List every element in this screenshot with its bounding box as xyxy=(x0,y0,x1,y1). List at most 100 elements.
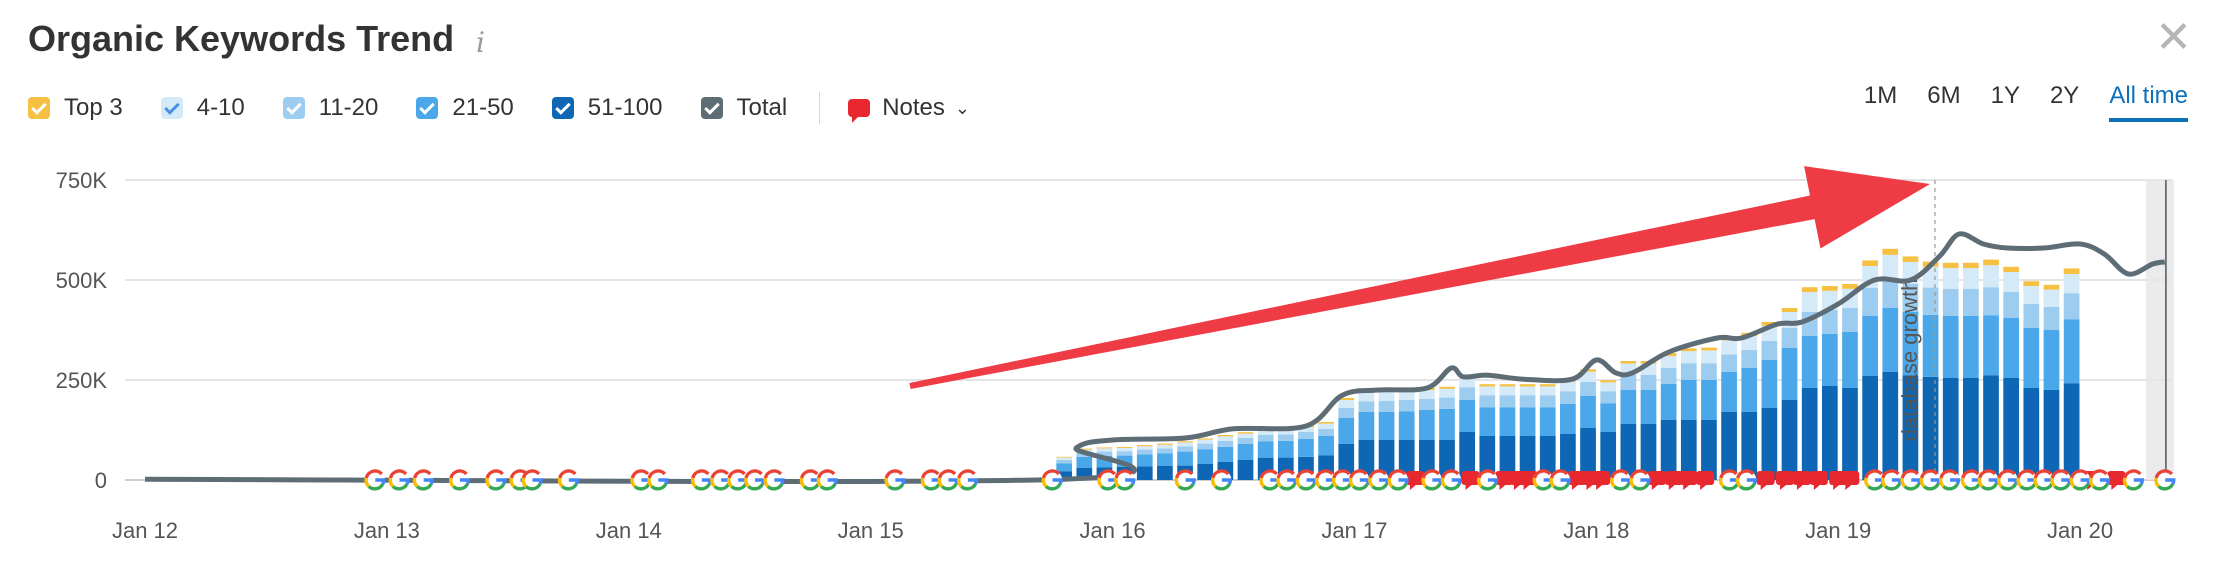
legend-item-21-50[interactable]: 21-50 xyxy=(416,94,514,122)
google-update-icon xyxy=(1939,469,1961,491)
x-tick-label: Jan 18 xyxy=(1563,518,1629,543)
g-yellow xyxy=(884,477,891,488)
g-red xyxy=(1097,469,1116,479)
g-yellow xyxy=(763,477,770,488)
g-red xyxy=(2089,469,2108,479)
bar-segment xyxy=(2043,284,2060,290)
bar-segment xyxy=(1801,292,1818,312)
g-red xyxy=(800,469,819,479)
g-red xyxy=(920,469,940,479)
bar-segment xyxy=(1459,377,1476,388)
g-red xyxy=(1421,469,1441,479)
bar-segment xyxy=(1479,436,1496,480)
g-yellow xyxy=(647,477,654,488)
g-yellow xyxy=(1549,477,1556,488)
google-update-icon xyxy=(1977,469,1999,491)
close-icon[interactable]: ✕ xyxy=(2155,13,2192,62)
g-green xyxy=(940,483,958,491)
legend-item-11-20[interactable]: 11-20 xyxy=(282,94,378,122)
bar-segment xyxy=(2003,292,2020,318)
bar-segment xyxy=(1821,286,1838,291)
bar-segment xyxy=(1116,451,1133,456)
g-yellow xyxy=(920,477,927,488)
g-bg xyxy=(449,470,470,490)
bar-segment xyxy=(1157,448,1173,454)
g-red xyxy=(1532,469,1552,479)
google-update-icon xyxy=(816,469,838,491)
g-bg xyxy=(1296,470,1317,490)
info-icon[interactable]: i xyxy=(476,26,485,59)
bar-segment xyxy=(1499,384,1516,387)
google-update-icon xyxy=(1900,469,1922,491)
bar-segment xyxy=(1882,254,1899,278)
bar-segment xyxy=(1519,407,1536,436)
legend-item-total[interactable]: Total xyxy=(700,94,787,122)
note-marker-icon xyxy=(1495,471,1514,490)
bar-segment xyxy=(1398,411,1415,440)
checkbox-icon[interactable] xyxy=(551,97,574,119)
g-yellow xyxy=(816,477,823,488)
bar-segment xyxy=(1963,268,1979,289)
period-1m[interactable]: 1M xyxy=(1863,82,1898,109)
g-green xyxy=(923,483,941,491)
g-yellow xyxy=(388,477,395,488)
g-green xyxy=(694,483,711,491)
period-selector: 1M 6M 1Y 2Y All time xyxy=(1834,82,2188,122)
bar-segment xyxy=(2043,289,2060,307)
g-yellow xyxy=(449,477,455,488)
period-all-time[interactable]: All time xyxy=(2109,82,2188,122)
g-green xyxy=(766,483,784,491)
g-bg xyxy=(1550,470,1571,490)
bar-segment xyxy=(1963,316,1979,378)
legend-label: Top 3 xyxy=(64,94,123,121)
period-6m[interactable]: 6M xyxy=(1927,82,1961,109)
period-1y[interactable]: 1Y xyxy=(1990,82,2020,109)
checkbox-icon[interactable] xyxy=(416,97,439,119)
g-yellow xyxy=(557,477,564,488)
bar-segment xyxy=(1096,447,1113,449)
g-bg xyxy=(1368,470,1389,490)
bar-segment xyxy=(1862,288,1878,316)
g-blue xyxy=(496,478,507,485)
bar-segment xyxy=(1157,466,1173,480)
g-green xyxy=(561,483,578,491)
g-red xyxy=(1276,469,1295,479)
note-bubble xyxy=(1679,471,1698,485)
bar-segment xyxy=(1680,380,1697,420)
checkbox-icon[interactable] xyxy=(160,97,183,119)
g-bg xyxy=(800,470,821,490)
legend-item-4-10[interactable]: 4-10 xyxy=(160,94,245,122)
g-yellow xyxy=(1331,477,1338,488)
g-green xyxy=(416,483,433,491)
g-bg xyxy=(2050,470,2071,490)
g-yellow xyxy=(1097,477,1104,488)
bar-segment xyxy=(1177,441,1193,443)
g-yellow xyxy=(1368,477,1374,488)
bar-segment xyxy=(1721,340,1737,355)
bar-segment xyxy=(1318,423,1334,429)
period-2y[interactable]: 2Y xyxy=(2049,82,2080,109)
bar-segment xyxy=(1600,391,1617,404)
g-red xyxy=(1441,469,1460,479)
legend-item-51-100[interactable]: 51-100 xyxy=(551,94,663,122)
g-red xyxy=(727,469,746,479)
g-yellow xyxy=(2122,477,2129,488)
checkbox-icon[interactable] xyxy=(28,97,50,119)
note-marker-icon xyxy=(1775,471,1794,490)
legend-item-top-3[interactable]: Top 3 xyxy=(28,94,123,122)
bar-segment xyxy=(1942,316,1959,378)
g-green xyxy=(803,483,820,491)
x-tick-label: Jan 20 xyxy=(2047,518,2113,543)
bar-segment xyxy=(1660,384,1677,420)
g-bg xyxy=(691,470,712,490)
g-green xyxy=(2092,483,2109,491)
notes-dropdown[interactable]: Notes ⌄ xyxy=(848,94,970,123)
g-bg xyxy=(1736,470,1757,490)
google-update-icon xyxy=(1549,469,1571,491)
note-bubble xyxy=(1495,471,1514,485)
bar-segment xyxy=(1217,435,1234,437)
note-marker-icon xyxy=(1592,471,1611,490)
checkbox-icon[interactable] xyxy=(282,97,305,119)
checkbox-icon[interactable] xyxy=(700,97,723,119)
g-green xyxy=(1371,483,1389,491)
